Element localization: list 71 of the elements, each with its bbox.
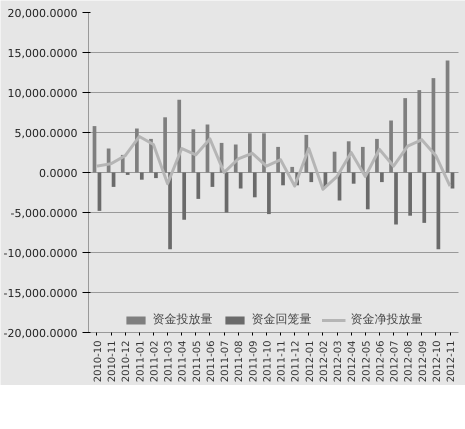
bar bbox=[92, 126, 96, 172]
bar bbox=[281, 172, 285, 186]
y-tick-label: 5,000.0000 bbox=[14, 127, 78, 140]
y-tick-label: 15,000.0000 bbox=[8, 47, 78, 60]
x-tick-label: 2011-09 bbox=[248, 340, 260, 382]
bar bbox=[252, 172, 257, 198]
x-tick-label: 2012-10 bbox=[432, 340, 443, 382]
x-tick-label: 2012-06 bbox=[375, 340, 386, 382]
bar bbox=[267, 172, 271, 214]
legend-label: 资金回笼量 bbox=[252, 311, 312, 328]
bar bbox=[380, 172, 384, 182]
x-tick-label: 2011-12 bbox=[290, 340, 302, 382]
y-tick-label: 10,000.0000 bbox=[8, 87, 78, 100]
bar bbox=[182, 172, 186, 220]
y-tick-label: -15,000.0000 bbox=[4, 287, 78, 300]
bar bbox=[394, 172, 398, 224]
bar bbox=[262, 133, 266, 172]
x-tick-label: 2011-08 bbox=[234, 340, 246, 382]
bar bbox=[450, 172, 454, 188]
bar bbox=[332, 152, 336, 172]
bar bbox=[338, 172, 342, 200]
bar bbox=[417, 90, 422, 172]
x-tick-label: 2012-05 bbox=[361, 340, 372, 382]
bar bbox=[352, 172, 356, 184]
x-tick-label: 2011-07 bbox=[220, 340, 232, 382]
bar bbox=[206, 124, 210, 172]
bar bbox=[112, 172, 116, 187]
line-series bbox=[95, 135, 452, 191]
bar bbox=[140, 172, 144, 180]
x-tick-label: 2011-10 bbox=[262, 340, 274, 382]
y-tick-label: -5,000.0000 bbox=[10, 207, 78, 220]
y-tick-label: -10,000.0000 bbox=[4, 247, 78, 260]
bar bbox=[432, 78, 436, 172]
x-tick-label: 2010-10 bbox=[92, 340, 104, 382]
x-tick-label: 2012-01 bbox=[304, 340, 316, 382]
bar bbox=[98, 172, 102, 211]
bar bbox=[238, 172, 243, 188]
y-tick-label: 0.0000 bbox=[39, 167, 78, 180]
x-tick-label: 2011-03 bbox=[164, 340, 175, 382]
bar bbox=[422, 172, 426, 223]
bar bbox=[163, 117, 167, 172]
x-tick-label: 2012-04 bbox=[347, 340, 358, 382]
legend-label: 资金净投放量 bbox=[350, 311, 422, 328]
x-tick-label: 2011-04 bbox=[178, 340, 189, 382]
legend-label: 资金投放量 bbox=[152, 311, 212, 328]
x-tick-label: 2012-03 bbox=[333, 340, 344, 382]
bar bbox=[309, 172, 314, 182]
x-tick-label: 2010-11 bbox=[107, 340, 118, 382]
x-tick-label: 2011-06 bbox=[206, 340, 217, 382]
bar bbox=[224, 172, 228, 212]
x-tick-label: 2011-11 bbox=[276, 340, 288, 382]
x-tick-label: 2012-11 bbox=[446, 340, 458, 382]
bar bbox=[196, 172, 200, 199]
x-tick-label: 2011-01 bbox=[135, 340, 146, 382]
bar bbox=[168, 172, 172, 250]
bar bbox=[389, 120, 393, 172]
y-tick-label: 20,000.0000 bbox=[8, 7, 78, 20]
bar bbox=[154, 172, 158, 178]
x-tick-label: 2012-07 bbox=[390, 340, 401, 382]
x-tick-label: 2011-02 bbox=[149, 340, 160, 382]
bar bbox=[210, 172, 214, 187]
x-tick-label: 2010-12 bbox=[121, 340, 132, 382]
x-tick-label: 2012-08 bbox=[404, 340, 415, 382]
bar bbox=[290, 166, 294, 172]
bar bbox=[408, 172, 412, 216]
bar bbox=[436, 172, 440, 250]
y-tick-label: -20,000.0000 bbox=[4, 327, 78, 340]
x-tick-label: 2012-09 bbox=[418, 340, 429, 382]
bar bbox=[446, 60, 450, 172]
x-tick-label: 2012-02 bbox=[318, 340, 330, 382]
x-tick-label: 2011-05 bbox=[192, 340, 203, 382]
